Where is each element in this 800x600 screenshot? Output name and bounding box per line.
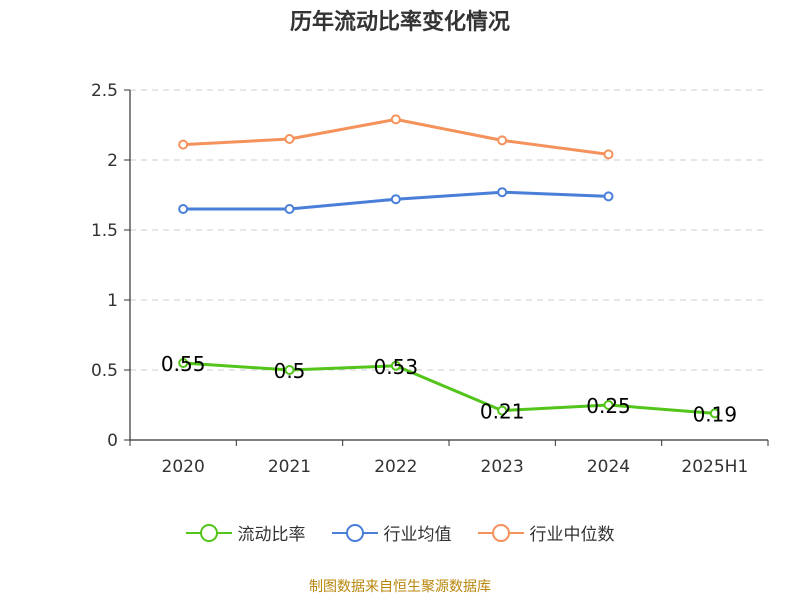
data-point bbox=[178, 358, 189, 368]
data-point bbox=[178, 204, 189, 214]
series-line bbox=[183, 117, 609, 156]
data-point bbox=[497, 405, 508, 416]
data-point bbox=[390, 360, 401, 371]
source-note: 制图数据来自恒生聚源数据库 bbox=[309, 579, 491, 595]
legend-label: 行业中位数 bbox=[529, 525, 615, 545]
x-tick-label: 2022 bbox=[374, 457, 417, 477]
data-point bbox=[178, 139, 189, 150]
axis-layer: 0 0.5 1 1.5 2 2.5 2020 2021 2022 2023 2024 2025H1 bbox=[91, 81, 769, 477]
legend-swatch bbox=[185, 523, 232, 542]
series-3 bbox=[178, 114, 614, 160]
y-tick-label: 0.5 bbox=[91, 361, 118, 381]
legend-item-1[interactable]: 流动比率 bbox=[185, 520, 306, 545]
data-label: 0.5 bbox=[274, 359, 306, 383]
data-point bbox=[497, 135, 508, 146]
legend-item-2[interactable]: 行业均值 bbox=[331, 520, 452, 545]
grid-layer bbox=[130, 89, 768, 371]
legend-label: 流动比率 bbox=[237, 525, 306, 545]
data-point bbox=[284, 365, 295, 375]
data-point bbox=[603, 149, 614, 160]
y-tick-label: 2.5 bbox=[91, 81, 118, 101]
data-point bbox=[709, 408, 720, 419]
x-tick-label: 2020 bbox=[162, 457, 205, 477]
legend-item-3[interactable]: 行业中位数 bbox=[477, 520, 615, 545]
legend-swatch bbox=[331, 523, 378, 542]
data-label: 0.19 bbox=[693, 402, 738, 426]
series-line bbox=[183, 361, 715, 415]
data-point bbox=[284, 134, 295, 144]
legend-swatch bbox=[477, 523, 524, 542]
y-tick-label: 2 bbox=[107, 151, 118, 171]
legend-label: 行业均值 bbox=[383, 525, 452, 545]
data-point bbox=[603, 400, 614, 410]
data-label: 0.21 bbox=[480, 400, 525, 424]
data-label: 0.25 bbox=[586, 394, 631, 418]
data-label: 0.53 bbox=[374, 355, 419, 379]
data-point bbox=[390, 194, 401, 205]
x-tick-label: 2025H1 bbox=[681, 457, 748, 477]
y-tick-label: 1.5 bbox=[91, 221, 118, 241]
x-tick-label: 2023 bbox=[481, 457, 524, 477]
chart-title: 历年流动比率变化情况 bbox=[289, 10, 510, 35]
x-tick-label: 2024 bbox=[587, 457, 630, 477]
series-1 bbox=[178, 358, 720, 419]
series-layer bbox=[178, 114, 720, 419]
data-point bbox=[497, 187, 508, 198]
y-tick-label: 1 bbox=[107, 291, 118, 311]
series-2 bbox=[178, 187, 614, 214]
data-point bbox=[390, 114, 401, 125]
data-point bbox=[284, 204, 295, 214]
data-point bbox=[603, 191, 614, 202]
data-label: 0.55 bbox=[161, 352, 206, 376]
data-label-layer: 0.55 0.5 0.53 0.21 0.25 0.19 bbox=[161, 352, 737, 426]
legend: 流动比率 行业均值 行业中位数 bbox=[0, 520, 800, 545]
x-tick-label: 2021 bbox=[268, 457, 311, 477]
y-tick-label: 0 bbox=[107, 431, 118, 451]
